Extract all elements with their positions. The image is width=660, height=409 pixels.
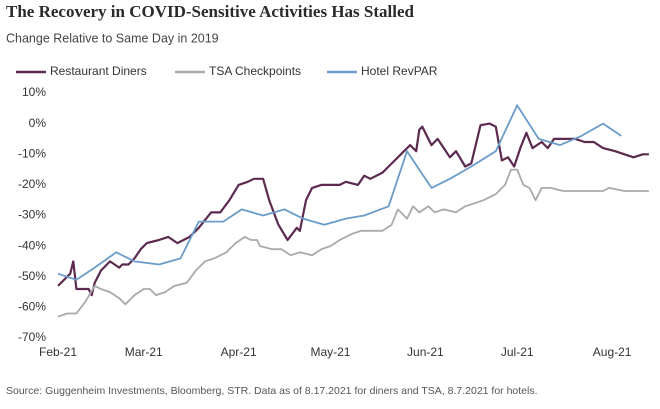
- line-series: [57, 104, 622, 281]
- chart-title: The Recovery in COVID-Sensitive Activiti…: [6, 2, 415, 21]
- legend-label: Restaurant Diners: [50, 64, 147, 78]
- x-tick-label: Feb-21: [39, 345, 77, 359]
- legend-label: Hotel RevPAR: [361, 64, 438, 78]
- x-tick-label: May-21: [310, 345, 350, 359]
- y-tick-label: 0%: [29, 116, 47, 130]
- line-series: [57, 122, 649, 297]
- y-tick-label: -60%: [18, 300, 46, 314]
- y-tick-label: -20%: [18, 177, 46, 191]
- x-tick-label: Jul-21: [501, 345, 534, 359]
- y-tick-label: -50%: [18, 269, 46, 283]
- x-tick-label: Jun-21: [407, 345, 444, 359]
- y-tick-label: 10%: [22, 85, 46, 99]
- y-tick-label: -10%: [18, 146, 46, 160]
- y-tick-label: -30%: [18, 208, 46, 222]
- x-tick-label: Aug-21: [593, 345, 632, 359]
- legend-label: TSA Checkpoints: [209, 64, 301, 78]
- x-tick-label: Apr-21: [221, 345, 257, 359]
- line-series: [57, 168, 649, 318]
- source-note: Source: Guggenheim Investments, Bloomber…: [6, 385, 538, 397]
- chart-subtitle: Change Relative to Same Day in 2019: [6, 31, 219, 45]
- y-tick-label: -40%: [18, 238, 46, 252]
- y-tick-label: -70%: [18, 330, 46, 344]
- x-tick-label: Mar-21: [125, 345, 163, 359]
